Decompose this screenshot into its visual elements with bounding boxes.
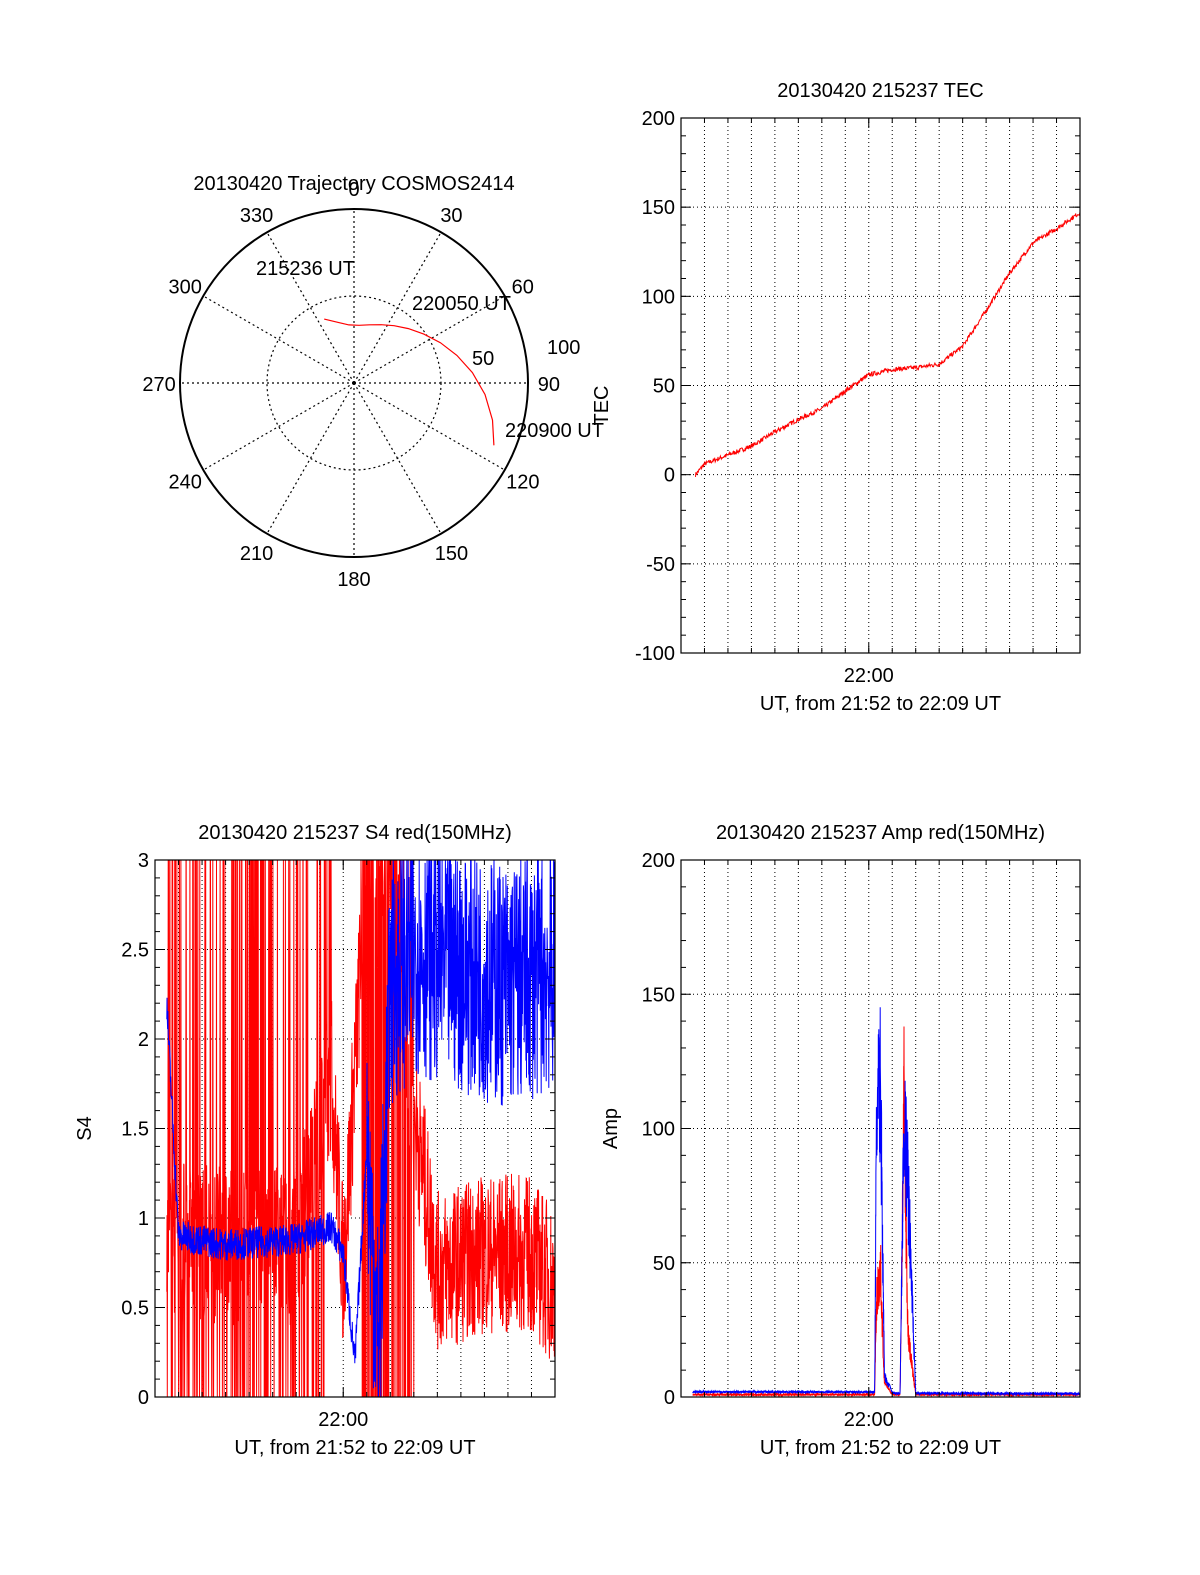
s4-series-blue [166,859,556,1398]
polar-spoke [353,382,505,471]
azimuth-label: 120 [506,471,539,493]
s4-xlabel: UT, from 21:52 to 22:09 UT [234,1437,475,1459]
s4-title: 20130420 215237 S4 red(150MHz) [198,822,512,844]
amp-title: 20130420 215237 Amp red(150MHz) [716,822,1045,844]
y-tick-label: -50 [646,554,675,576]
polar-outer-ring [179,208,529,558]
polar-spoke [203,295,355,384]
trajectory-start-label: 215236 UT [256,258,355,280]
y-tick-label: 150 [642,197,675,219]
y-tick-label: 150 [642,984,675,1006]
y-tick-label: 1.5 [121,1119,149,1141]
polar-spoke [353,295,505,384]
polar-spoke [266,382,355,534]
tec-series-red [695,212,1081,477]
azimuth-label: 0 [348,179,359,201]
y-tick-label: 0 [664,465,675,487]
y-tick-label: 200 [642,850,675,872]
y-tick-label: 100 [642,1119,675,1141]
y-tick-label: 200 [642,108,675,130]
tec-xlabel: UT, from 21:52 to 22:09 UT [760,693,1001,715]
azimuth-label: 30 [440,205,462,227]
y-tick-label: 2.5 [121,940,149,962]
tec-ylabel: TEC [591,386,613,426]
x-tick-label: 22:00 [844,1409,894,1431]
y-tick-label: 3 [138,850,149,872]
radial-label-100: 100 [547,337,580,359]
amp-series-blue [692,1007,1081,1397]
azimuth-label: 330 [240,205,273,227]
polar-spoke [353,232,442,384]
polar-spoke [266,232,355,384]
azimuth-label: 270 [142,374,175,396]
amp-ylabel: Amp [600,1108,622,1149]
x-tick-label: 22:00 [318,1409,368,1431]
azimuth-label: 210 [240,543,273,565]
y-tick-label: 100 [642,286,675,308]
y-tick-label: 0.5 [121,1298,149,1320]
tec-plot-frame [680,117,1081,654]
azimuth-label: 300 [169,277,202,299]
y-tick-label: -100 [635,643,675,665]
amp-series-red [692,1026,1081,1398]
amp-xlabel: UT, from 21:52 to 22:09 UT [760,1437,1001,1459]
polar-spoke [353,382,442,534]
tec-title: 20130420 215237 TEC [777,80,983,102]
x-tick-label: 22:00 [844,665,894,687]
radial-label-50: 50 [472,348,494,370]
trajectory-end-label: 220900 UT [505,420,604,442]
y-tick-label: 1 [138,1208,149,1230]
trajectory-mid-label: 220050 UT [412,293,511,315]
azimuth-label: 90 [538,374,560,396]
trajectory-path [324,318,495,446]
y-tick-label: 2 [138,1029,149,1051]
y-tick-label: 50 [653,376,675,398]
y-tick-label: 0 [138,1387,149,1409]
trajectory-title: 20130420 Trajectory COSMOS2414 [193,173,514,195]
azimuth-label: 240 [169,471,202,493]
azimuth-label: 180 [337,569,370,591]
polar-spoke [203,382,355,471]
azimuth-label: 60 [512,277,534,299]
y-tick-label: 50 [653,1253,675,1275]
y-tick-label: 0 [664,1387,675,1409]
s4-ylabel: S4 [74,1116,96,1140]
azimuth-label: 150 [435,543,468,565]
s4-series-red [166,859,556,1398]
